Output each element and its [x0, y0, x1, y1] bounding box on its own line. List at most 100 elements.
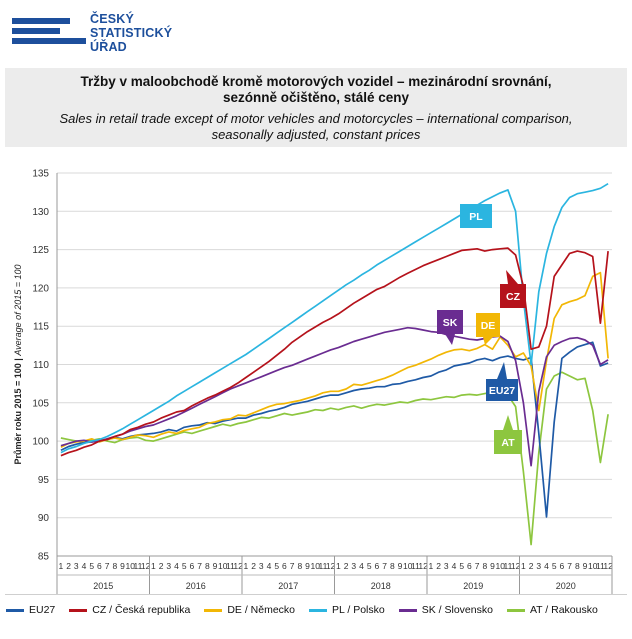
x-month-label: 7 [197, 561, 202, 571]
series-tag-pointer [445, 334, 455, 345]
legend-item-pl: PL / Polsko [309, 604, 385, 616]
x-month-label: 2 [344, 561, 349, 571]
x-month-label: 6 [467, 561, 472, 571]
x-month-label: 1 [58, 561, 63, 571]
legend-label: EU27 [29, 604, 56, 616]
legend-item-at: AT / Rakousko [506, 604, 598, 616]
x-month-label: 4 [359, 561, 364, 571]
x-month-label: 5 [552, 561, 557, 571]
series-tag-box [500, 284, 526, 308]
y-tick-label: 135 [32, 169, 49, 180]
x-month-label: 2 [251, 561, 256, 571]
legend-item-de: DE / Německo [204, 604, 295, 616]
x-month-label: 4 [267, 561, 272, 571]
y-axis-label-cz: Průměr roku 2015 = 100 | [13, 356, 23, 465]
series-tag-pl: PL [460, 204, 492, 228]
x-month-label: 3 [74, 561, 79, 571]
x-month-label: 2 [529, 561, 534, 571]
y-tick-label: 100 [32, 437, 49, 448]
x-month-label: 1 [521, 561, 526, 571]
x-month-label: 7 [105, 561, 110, 571]
y-tick-label: 120 [32, 283, 49, 294]
x-year-label: 2018 [371, 581, 391, 591]
x-month-label: 3 [536, 561, 541, 571]
x-month-label: 10 [495, 561, 505, 571]
x-month-label: 12 [326, 561, 336, 571]
series-line-sk [60, 326, 609, 467]
x-month-label: 11 [319, 561, 328, 571]
x-month-label: 7 [475, 561, 480, 571]
series-tag-label: CZ [506, 291, 521, 303]
x-month-label: 1 [336, 561, 341, 571]
logo-line-1: ČESKÝ [90, 12, 135, 26]
series-tag-label: AT [501, 437, 515, 449]
x-month-label: 8 [112, 561, 117, 571]
x-month-label: 2 [436, 561, 441, 571]
legend-swatch [204, 608, 223, 612]
legend-label: DE / Německo [227, 604, 295, 616]
series-line-cz [60, 247, 609, 457]
x-month-label: 6 [97, 561, 102, 571]
series-tag-eu27: EU27 [486, 362, 518, 401]
series-tag-label: EU27 [489, 385, 515, 397]
x-month-label: 9 [305, 561, 310, 571]
series-tag-label: SK [443, 317, 458, 329]
logo-line-3: ÚŘAD [90, 40, 127, 54]
series-tag-box [460, 204, 492, 228]
x-month-label: 5 [367, 561, 372, 571]
x-month-label: 12 [511, 561, 521, 571]
x-month-label: 12 [233, 561, 243, 571]
series-tag-pointer [503, 415, 513, 430]
series-tag-sk: SK [437, 310, 463, 345]
series-line-de [60, 271, 609, 448]
x-month-label: 11 [226, 561, 235, 571]
legend-swatch [6, 608, 24, 612]
x-month-label: 9 [213, 561, 218, 571]
x-month-label: 4 [544, 561, 549, 571]
x-month-label: 8 [575, 561, 580, 571]
legend-label: PL / Polsko [332, 604, 385, 616]
y-tick-label: 115 [33, 322, 49, 333]
y-tick-label: 125 [32, 245, 49, 256]
x-month-label: 1 [243, 561, 248, 571]
y-tick-label: 90 [38, 513, 50, 524]
y-tick-label: 95 [38, 475, 50, 486]
x-month-label: 3 [166, 561, 171, 571]
chart-title-cz-line1: Tržby v maloobchodě kromě motorových voz… [80, 74, 552, 89]
series-line-eu27 [60, 341, 609, 518]
x-month-label: 12 [418, 561, 428, 571]
x-month-label: 3 [444, 561, 449, 571]
series-tag-cz: CZ [500, 270, 526, 308]
series-tag-pointer [483, 337, 493, 345]
x-month-label: 9 [120, 561, 125, 571]
x-month-label: 3 [259, 561, 264, 571]
x-month-label: 10 [125, 561, 135, 571]
x-month-label: 11 [504, 561, 513, 571]
x-month-label: 10 [588, 561, 598, 571]
series-tag-pointer [497, 362, 507, 379]
chart-title-cz: Tržby v maloobchodě kromě motorových voz… [5, 74, 627, 106]
x-month-label: 12 [603, 561, 613, 571]
x-month-label: 6 [282, 561, 287, 571]
legend-swatch [69, 608, 88, 612]
x-year-label: 2017 [278, 581, 298, 591]
x-year-label: 2015 [93, 581, 113, 591]
series-tag-box [476, 313, 500, 337]
y-tick-label: 110 [33, 360, 49, 371]
x-year-label: 2019 [463, 581, 483, 591]
x-month-label: 6 [375, 561, 380, 571]
x-month-label: 8 [390, 561, 395, 571]
x-month-label: 8 [482, 561, 487, 571]
x-month-label: 9 [583, 561, 588, 571]
x-year-label: 2020 [556, 581, 576, 591]
chart-title-en-line1: Sales in retail trade except of motor ve… [59, 111, 573, 126]
series-tag-label: PL [469, 211, 483, 223]
legend-swatch [506, 608, 525, 612]
series-line-pl [60, 182, 609, 454]
legend-item-cz: CZ / Česká republika [69, 604, 190, 616]
x-month-label: 11 [134, 561, 143, 571]
legend-item-sk: SK / Slovensko [398, 604, 493, 616]
czso-logo: ČESKÝ STATISTICKÝ ÚŘAD [12, 12, 172, 56]
legend-swatch [398, 608, 417, 612]
